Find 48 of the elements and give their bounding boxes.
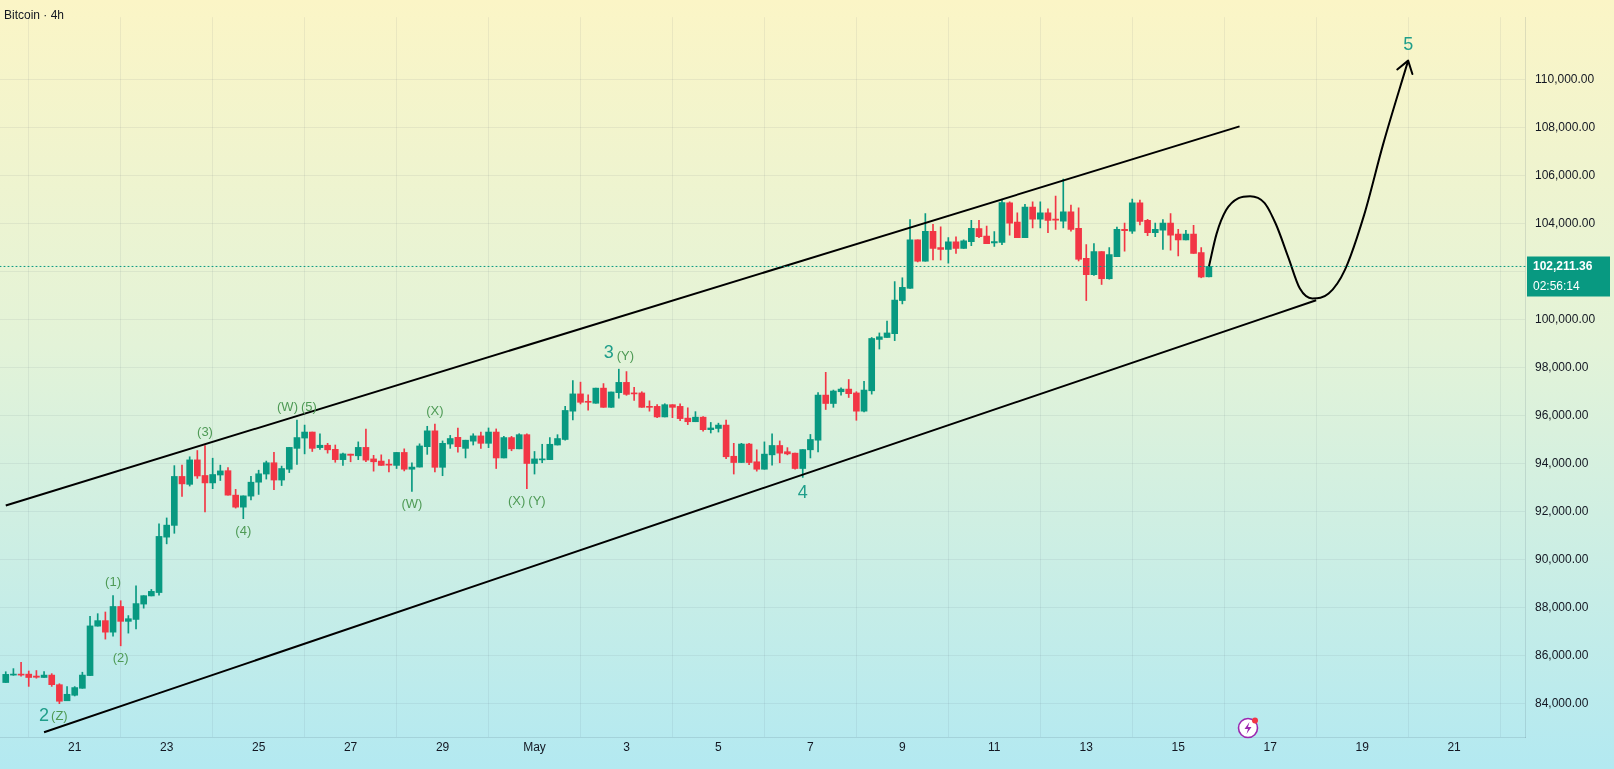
- annotation: (5): [300, 398, 317, 414]
- y-tick-label: 104,000.00: [1535, 215, 1596, 230]
- x-tick-label: 3: [623, 739, 631, 754]
- x-tick-label: 5: [715, 739, 723, 754]
- annotation: 5: [1403, 33, 1414, 54]
- y-tick-label: 96,000.00: [1535, 407, 1589, 422]
- x-tick-label: May: [523, 739, 546, 754]
- x-tick-label: 9: [899, 739, 907, 754]
- y-tick-label: 94,000.00: [1535, 455, 1589, 470]
- y-tick-label: 84,000.00: [1535, 695, 1589, 710]
- annotation: 2: [39, 705, 50, 726]
- annotation: (Y): [616, 347, 634, 363]
- annotation: (W): [401, 495, 423, 511]
- text: 02:56:14: [1533, 278, 1581, 293]
- annotation: 4: [797, 482, 808, 503]
- x-tick-label: 7: [807, 739, 815, 754]
- x-tick-label: 17: [1263, 739, 1278, 754]
- annotation: (2): [112, 650, 129, 666]
- ref-line-label: 102,211.36: [1533, 258, 1593, 273]
- x-tick-label: 21: [1447, 739, 1462, 754]
- x-tick-label: 21: [68, 739, 82, 754]
- y-tick-label: 92,000.00: [1535, 503, 1589, 518]
- y-tick-label: 86,000.00: [1535, 647, 1589, 662]
- x-tick-label: 29: [435, 739, 450, 754]
- annotation: (Y): [528, 493, 546, 509]
- x-tick-label: 23: [160, 739, 174, 754]
- y-tick-label: 88,000.00: [1535, 599, 1589, 614]
- annotation: (X): [508, 493, 526, 509]
- annotation: (X): [426, 402, 444, 418]
- chart-title: Bitcoin · 4h: [4, 8, 65, 22]
- y-tick-label: 108,000.00: [1535, 119, 1596, 134]
- x-tick-label: 11: [988, 739, 1001, 754]
- annotation: (4): [235, 523, 252, 539]
- annotation: (3): [197, 424, 213, 440]
- annotation: (1): [105, 574, 121, 590]
- annotation: 3: [603, 342, 614, 363]
- y-tick-label: 100,000.00: [1535, 311, 1596, 326]
- y-tick-label: 98,000.00: [1535, 359, 1589, 374]
- x-tick-label: 27: [343, 739, 358, 754]
- y-tick-label: 110,000.00: [1535, 71, 1595, 86]
- x-tick-label: 13: [1079, 739, 1094, 754]
- annotation: (W): [277, 398, 298, 414]
- annotation: (Z): [51, 708, 68, 724]
- y-tick-label: 90,000.00: [1535, 551, 1589, 566]
- x-tick-label: 19: [1355, 739, 1370, 754]
- x-tick-label: 25: [251, 739, 266, 754]
- x-tick-label: 15: [1171, 739, 1186, 754]
- y-tick-label: 106,000.00: [1535, 167, 1596, 182]
